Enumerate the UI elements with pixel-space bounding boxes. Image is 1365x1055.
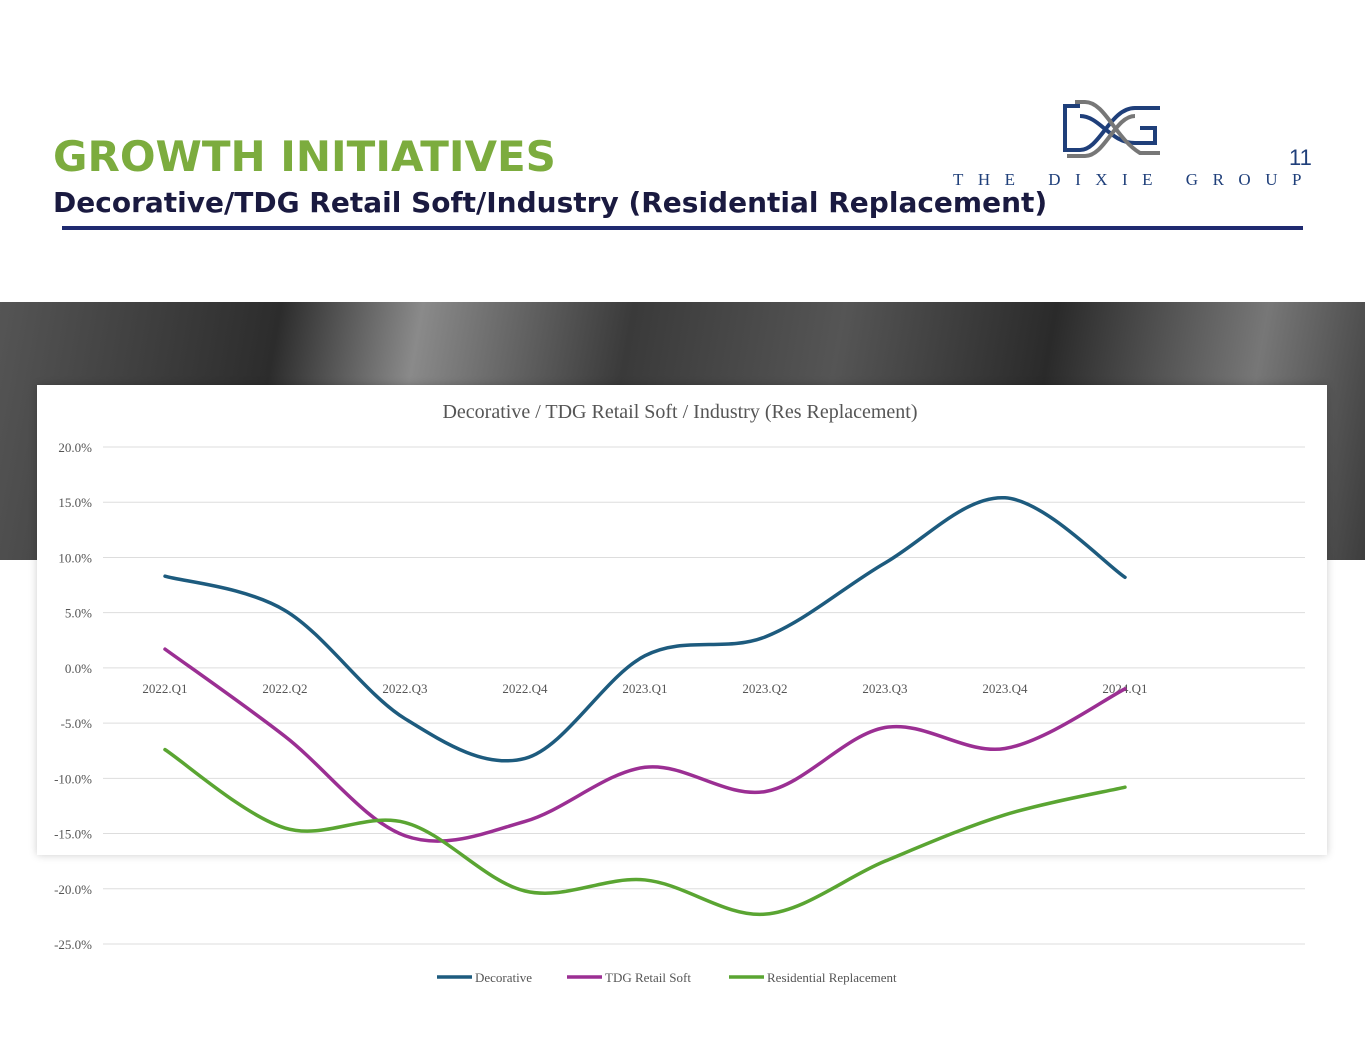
x-tick-label: 2023.Q4: [982, 681, 1028, 696]
title-divider: [62, 226, 1303, 230]
y-tick-label: -25.0%: [54, 937, 92, 952]
x-tick-label: 2022.Q3: [382, 681, 427, 696]
legend-label: TDG Retail Soft: [605, 970, 691, 985]
x-tick-label: 2022.Q4: [502, 681, 548, 696]
y-tick-label: -20.0%: [54, 882, 92, 897]
y-tick-label: 10.0%: [58, 550, 92, 565]
y-tick-label: -5.0%: [61, 716, 93, 731]
legend-label: Residential Replacement: [767, 970, 897, 985]
y-tick-label: -10.0%: [54, 771, 92, 786]
y-tick-label: 15.0%: [58, 495, 92, 510]
series-line-0: [163, 496, 1127, 763]
x-tick-label: 2023.Q2: [742, 681, 787, 696]
y-tick-label: -15.0%: [54, 827, 92, 842]
page-number: 11: [1289, 145, 1312, 170]
x-tick-label: 2022.Q1: [142, 681, 187, 696]
legend-label: Decorative: [475, 970, 532, 985]
y-tick-label: 0.0%: [65, 661, 92, 676]
y-tick-label: 5.0%: [65, 606, 92, 621]
series-line-1: [163, 647, 1127, 843]
logo-text: THE DIXIE GROUP: [953, 170, 1316, 189]
chart-title: Decorative / TDG Retail Soft / Industry …: [442, 401, 917, 423]
dixie-logo-icon: [1063, 100, 1160, 158]
x-tick-label: 2023.Q1: [622, 681, 667, 696]
page-subtitle: Decorative/TDG Retail Soft/Industry (Res…: [53, 186, 1048, 219]
chart-panel: [37, 385, 1327, 855]
page-title: GROWTH INITIATIVES: [53, 132, 556, 181]
series-line-2: [163, 747, 1127, 916]
y-tick-label: 20.0%: [58, 440, 92, 455]
x-tick-label: 2022.Q2: [262, 681, 307, 696]
x-tick-label: 2023.Q3: [862, 681, 907, 696]
